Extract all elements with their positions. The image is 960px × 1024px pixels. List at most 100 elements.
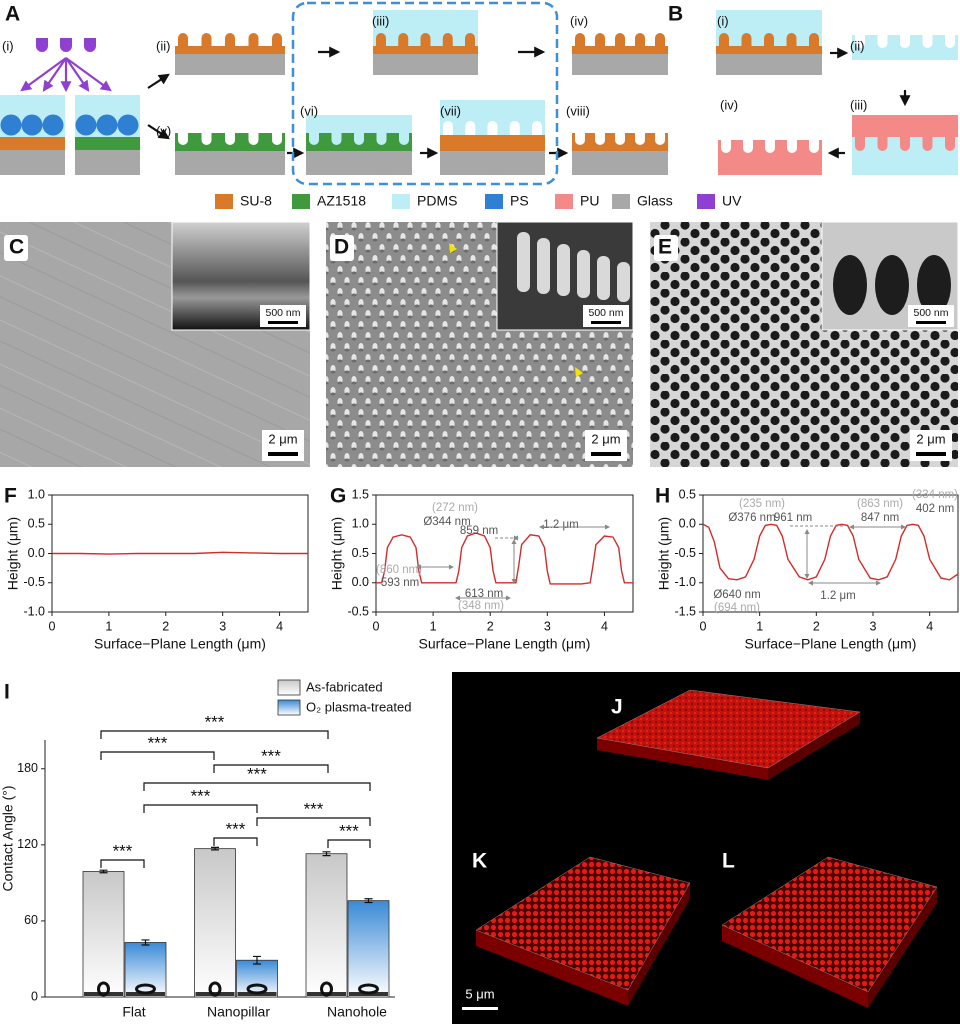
scale-bar-label: 500 nm [913,307,948,319]
inset-pillar [517,232,530,292]
pillar [225,133,235,145]
step-label: (v) [156,123,171,138]
y-tick-label: -0.5 [674,546,696,560]
significance-label: *** [247,764,267,783]
inset-hole [833,255,867,315]
x-tick-label: 0 [700,619,707,633]
pillar [178,133,188,145]
error-bar [364,898,373,904]
x-tick-label: 4 [926,619,933,633]
layer [0,150,65,175]
pillar [809,33,819,48]
significance-label: *** [205,712,225,731]
layer [306,115,412,135]
layer [440,151,545,175]
layer [175,46,285,54]
pillar [655,133,665,145]
annotation: (235 nm) [739,498,785,510]
pillar [945,35,955,48]
annotation: (348 nm) [458,600,504,612]
pillar [465,121,476,135]
y-tick-label: 1.0 [28,487,45,501]
legend-label: AZ1518 [317,193,366,209]
step-label: (iv) [720,97,738,112]
droplet-icon [320,981,333,997]
pillar [272,133,282,145]
inset-pillar [617,262,630,302]
significance-label: *** [304,799,324,818]
pillar [743,140,753,153]
pillar [178,33,188,48]
step-label: (ii) [156,38,170,53]
legend-swatch [292,194,310,209]
layer [373,54,478,75]
annotation: (272 nm) [432,502,478,514]
step-label: (vi) [300,103,318,118]
bar [124,942,167,998]
layer [572,151,668,175]
marker-arrowhead [449,243,457,253]
y-tick-label: 0.0 [28,546,45,560]
x-tick-label: 2 [162,619,169,633]
scale-bar [591,321,621,324]
annotation: 1.2 μm [820,590,855,602]
scale-bar [268,321,298,324]
uv-lamp [84,38,96,52]
layer [852,115,958,137]
pillar [532,121,542,135]
ps-bead [96,114,118,136]
pillar [575,133,585,145]
pillar [655,33,665,48]
ps-bead [75,114,97,136]
scale-bar-label: 500 nm [588,307,623,319]
layer [175,151,285,175]
y-axis-label: Height (μm) [329,517,345,590]
annotation: (694 nm) [714,602,760,614]
pillar [615,133,625,145]
pillar [786,33,797,48]
ps-bead [117,114,139,136]
legend-label: SU-8 [240,193,272,209]
bar [236,959,278,998]
panel-label: B [668,3,683,26]
step-label: (iii) [372,13,389,28]
profile-line [702,523,959,581]
annotation: 593 nm [381,577,419,589]
y-tick-label: 0.5 [679,487,696,501]
x-tick-label: 1 [756,619,763,633]
layer [175,54,285,75]
pillar [248,133,259,145]
scale-bar-label: 2 μm [916,431,945,446]
scale-bar [916,321,946,324]
step-label: (i) [717,13,729,28]
pillar [764,33,774,48]
significance-bracket [256,817,371,826]
y-tick-label: 0 [31,989,38,1003]
x-axis-label: Surface−Plane Length (μm) [94,636,266,652]
y-axis-label: Height (μm) [5,517,21,590]
significance-bracket [143,804,258,813]
legend-label: PS [510,193,529,209]
ps-bead [0,114,22,136]
scale-bar [462,1007,498,1010]
legend-swatch [485,194,503,209]
layer [716,46,822,54]
y-tick-label: 1.5 [352,487,369,501]
significance-label: *** [226,819,246,838]
pillar [376,133,387,145]
pillar [376,33,386,48]
layer [75,150,140,175]
slab-side [476,930,628,1006]
annotation: Ø640 nm [713,589,760,601]
arrow [65,57,112,92]
panel-label: I [4,681,10,704]
slab-side [868,887,937,1008]
profile-line [376,532,633,585]
droplet-icon [246,983,268,995]
pillar [248,33,259,48]
y-tick-label: 0.5 [352,546,369,560]
inset-hole [917,255,951,315]
pillar [877,137,888,151]
annotation: 1.2 μm [543,519,578,531]
